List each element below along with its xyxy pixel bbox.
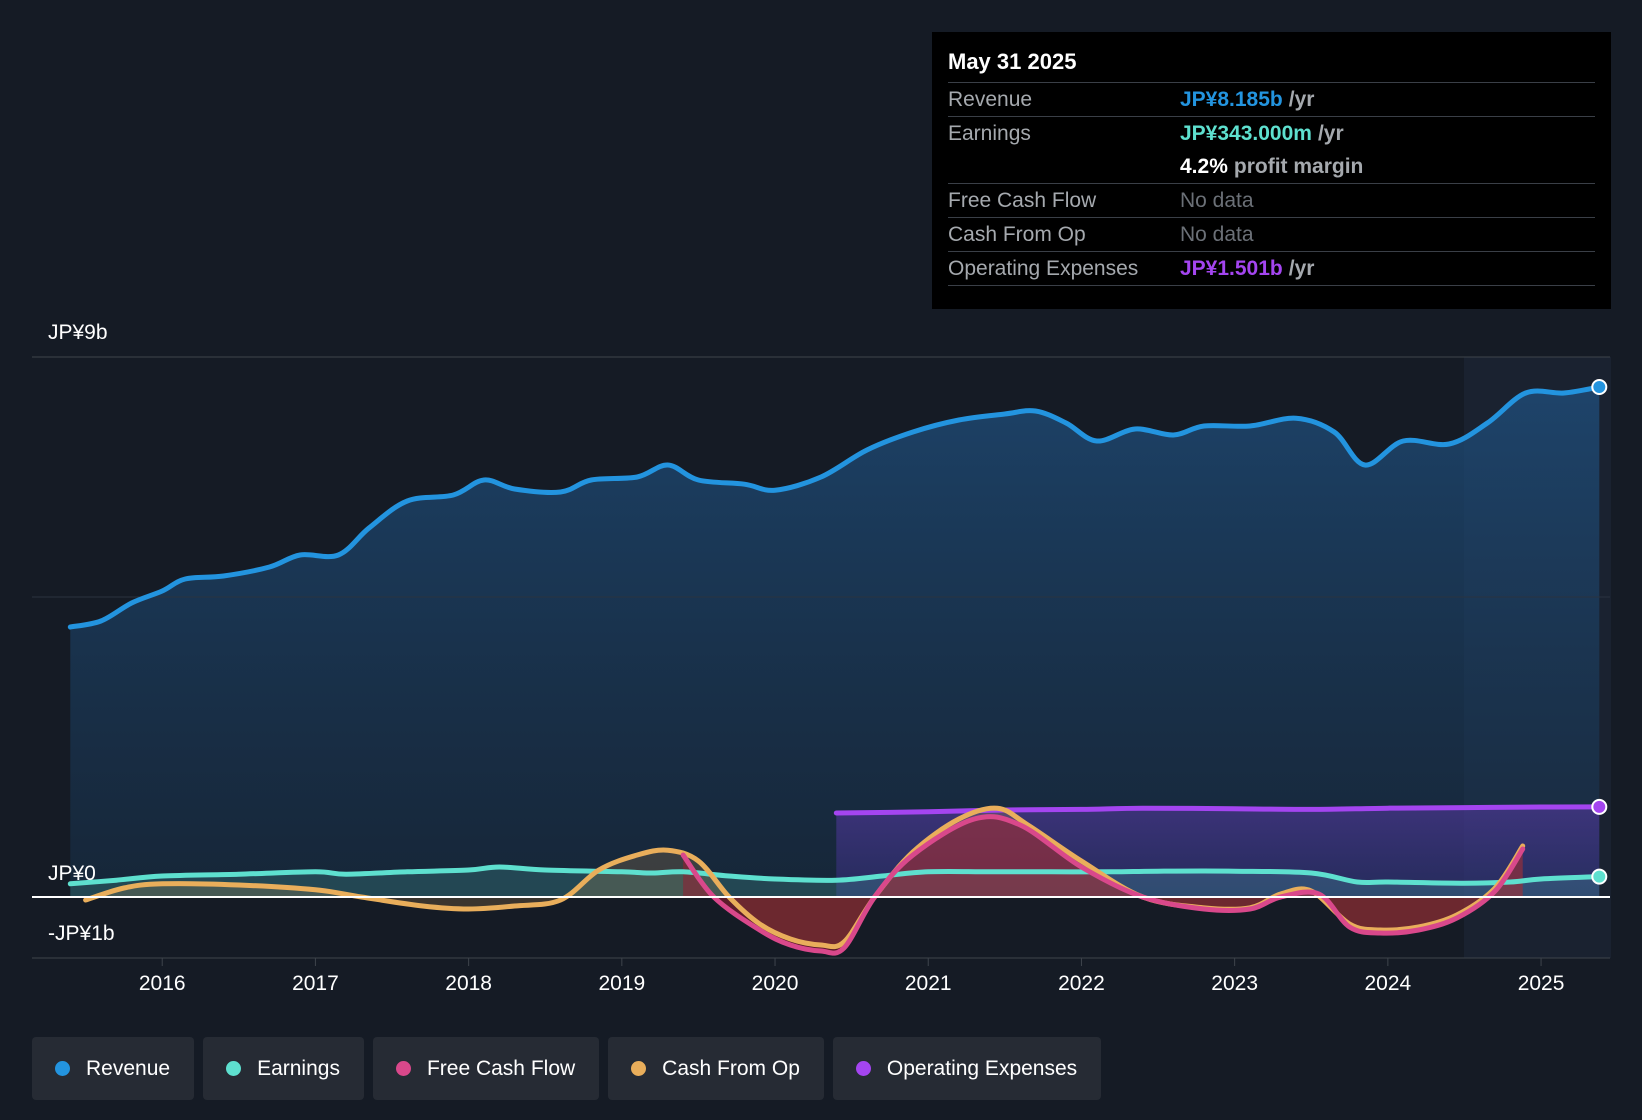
tooltip-cfo-value: No data <box>1180 223 1254 246</box>
legend-dot-operating-expenses <box>855 1061 871 1076</box>
legend-item-free-cash-flow[interactable]: Free Cash Flow <box>372 1037 600 1100</box>
x-tick-2023: 2023 <box>1211 972 1258 995</box>
free-cash-flow-area <box>683 816 1523 954</box>
tooltip-fcf-value: No data <box>1180 189 1254 212</box>
legend-item-cash-from-op[interactable]: Cash From Op <box>608 1037 824 1100</box>
legend-item-revenue[interactable]: Revenue <box>32 1037 195 1100</box>
x-tick-2024: 2024 <box>1364 972 1411 995</box>
legend-label-earnings: Earnings <box>257 1056 340 1080</box>
tooltip-panel: May 31 2025 Revenue JP¥8.185b/yr Earning… <box>932 32 1611 309</box>
tooltip-margin-label: profit margin <box>1233 155 1364 178</box>
tooltip-earnings-label: Earnings <box>948 122 1031 145</box>
tooltip-row-revenue: Revenue JP¥8.185b/yr <box>948 83 1595 117</box>
tooltip-margin-value: 4.2% <box>1180 155 1228 178</box>
tooltip-row-fcf: Free Cash Flow No data <box>948 184 1595 218</box>
y-label-bottom: -JP¥1b <box>48 922 115 945</box>
y-label-zero: JP¥0 <box>48 862 96 885</box>
legend-label-operating-expenses: Operating Expenses <box>886 1056 1078 1080</box>
tooltip-earnings-unit: /yr <box>1317 122 1344 145</box>
legend-label-cash-from-op: Cash From Op <box>662 1056 800 1080</box>
legend-dot-earnings <box>226 1061 242 1076</box>
tooltip-revenue-unit: /yr <box>1288 88 1315 111</box>
series-endpoints <box>1591 379 1608 885</box>
tooltip-revenue-value: JP¥8.185b <box>1180 88 1283 111</box>
tooltip-date: May 31 2025 <box>948 46 1595 83</box>
x-tick-2022: 2022 <box>1058 972 1105 995</box>
legend-item-operating-expenses[interactable]: Operating Expenses <box>832 1037 1102 1100</box>
x-tick-2021: 2021 <box>905 972 952 995</box>
x-axis: 2016 2017 2018 2019 2020 2021 2022 2023 2024 2025 <box>139 958 1565 995</box>
y-label-top: JP¥9b <box>48 321 108 344</box>
x-tick-2018: 2018 <box>445 972 492 995</box>
tooltip-opex-unit: /yr <box>1288 257 1315 280</box>
x-tick-2020: 2020 <box>752 972 799 995</box>
tooltip-cfo-label: Cash From Op <box>948 223 1086 246</box>
earnings-endpoint <box>1591 868 1608 885</box>
tooltip-earnings-value: JP¥343.000m <box>1180 122 1312 145</box>
tooltip-opex-label: Operating Expenses <box>948 257 1139 280</box>
free-cash-flow-line <box>680 814 1526 956</box>
x-tick-2025: 2025 <box>1518 972 1565 995</box>
revenue-endpoint <box>1591 379 1608 395</box>
legend-label-revenue: Revenue <box>86 1056 171 1080</box>
tooltip-row-margin: 4.2% profit margin <box>948 150 1595 184</box>
legend-dot-free-cash-flow <box>395 1061 411 1076</box>
tooltip-opex-value: JP¥1.501b <box>1180 257 1283 280</box>
tooltip-revenue-label: Revenue <box>948 88 1033 111</box>
tooltip-fcf-label: Free Cash Flow <box>948 189 1097 212</box>
tooltip-row-opex: Operating Expenses JP¥1.501b/yr <box>948 252 1595 286</box>
legend-label-free-cash-flow: Free Cash Flow <box>426 1056 576 1080</box>
revenue-area <box>70 387 1600 897</box>
legend-dot-revenue <box>55 1061 70 1076</box>
earnings-line <box>67 864 1602 887</box>
legend-dot-cash-from-op <box>631 1061 647 1076</box>
operating-expenses-endpoint <box>1591 798 1608 815</box>
x-tick-2019: 2019 <box>598 972 645 995</box>
revenue-line <box>67 384 1602 630</box>
tooltip-row-cfo: Cash From Op No data <box>948 218 1595 252</box>
x-tick-2017: 2017 <box>292 972 339 995</box>
x-tick-2016: 2016 <box>139 972 186 995</box>
legend: Revenue Earnings Free Cash Flow Cash Fro… <box>32 1037 1102 1100</box>
series-lines <box>67 384 1602 956</box>
tooltip-row-earnings: Earnings JP¥343.000m/yr <box>948 117 1595 150</box>
legend-item-earnings[interactable]: Earnings <box>203 1037 364 1100</box>
